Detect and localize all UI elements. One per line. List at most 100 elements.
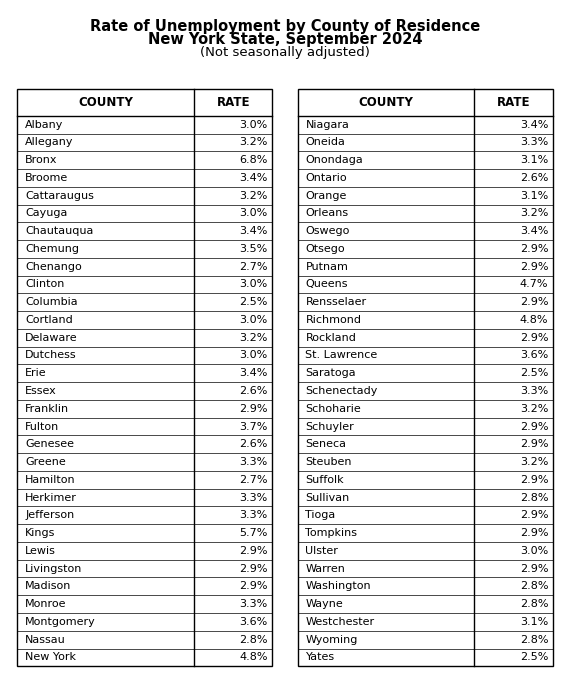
Text: Columbia: Columbia: [25, 297, 78, 307]
Text: 3.2%: 3.2%: [239, 190, 268, 201]
Text: Otsego: Otsego: [306, 244, 345, 254]
Text: 2.9%: 2.9%: [520, 421, 548, 431]
Text: 3.5%: 3.5%: [239, 244, 268, 254]
Text: 2.8%: 2.8%: [520, 581, 548, 592]
Text: 3.4%: 3.4%: [520, 226, 548, 236]
Bar: [17, 89, 272, 666]
Text: Rensselaer: Rensselaer: [306, 297, 367, 307]
Text: Monroe: Monroe: [25, 599, 67, 609]
Text: 3.3%: 3.3%: [520, 386, 548, 396]
Text: Sullivan: Sullivan: [306, 493, 350, 503]
Text: 3.0%: 3.0%: [239, 279, 268, 289]
Text: 3.3%: 3.3%: [239, 510, 268, 520]
Text: 2.9%: 2.9%: [239, 404, 268, 414]
Text: Kings: Kings: [25, 528, 55, 538]
Text: 3.0%: 3.0%: [239, 120, 268, 130]
Text: Broome: Broome: [25, 173, 68, 183]
Text: 4.8%: 4.8%: [239, 652, 268, 662]
Text: Steuben: Steuben: [306, 457, 352, 467]
Text: Rockland: Rockland: [306, 332, 356, 343]
Text: 3.4%: 3.4%: [520, 120, 548, 130]
Text: 6.8%: 6.8%: [239, 155, 268, 165]
Text: 2.9%: 2.9%: [520, 528, 548, 538]
Text: Chautauqua: Chautauqua: [25, 226, 93, 236]
Text: Delaware: Delaware: [25, 332, 78, 343]
Text: 3.0%: 3.0%: [239, 209, 268, 219]
Text: Herkimer: Herkimer: [25, 493, 77, 503]
Text: Oswego: Oswego: [306, 226, 350, 236]
Text: 3.6%: 3.6%: [520, 351, 548, 361]
Text: Putnam: Putnam: [306, 262, 348, 272]
Text: COUNTY: COUNTY: [78, 96, 133, 109]
Text: 3.4%: 3.4%: [239, 173, 268, 183]
Text: Schenectady: Schenectady: [306, 386, 378, 396]
Text: Bronx: Bronx: [25, 155, 58, 165]
Text: Suffolk: Suffolk: [306, 475, 344, 485]
Text: Schuyler: Schuyler: [306, 421, 354, 431]
Text: Cayuga: Cayuga: [25, 209, 67, 219]
Text: Washington: Washington: [306, 581, 371, 592]
Text: 2.9%: 2.9%: [520, 262, 548, 272]
Text: 2.9%: 2.9%: [520, 439, 548, 450]
Text: 2.6%: 2.6%: [239, 439, 268, 450]
Text: Tompkins: Tompkins: [306, 528, 357, 538]
Text: (Not seasonally adjusted): (Not seasonally adjusted): [200, 46, 370, 59]
Text: 2.9%: 2.9%: [520, 244, 548, 254]
Text: 2.9%: 2.9%: [239, 563, 268, 573]
Text: Tioga: Tioga: [306, 510, 336, 520]
Text: 3.3%: 3.3%: [239, 457, 268, 467]
Text: 2.9%: 2.9%: [520, 563, 548, 573]
Text: 2.9%: 2.9%: [239, 581, 268, 592]
Text: 5.7%: 5.7%: [239, 528, 268, 538]
Text: Niagara: Niagara: [306, 120, 349, 130]
Text: 2.5%: 2.5%: [239, 297, 268, 307]
Text: 2.5%: 2.5%: [520, 368, 548, 378]
Text: Seneca: Seneca: [306, 439, 347, 450]
Text: 3.7%: 3.7%: [239, 421, 268, 431]
Text: Westchester: Westchester: [306, 617, 374, 627]
Text: 2.8%: 2.8%: [520, 599, 548, 609]
Text: 3.3%: 3.3%: [520, 137, 548, 147]
Text: Orange: Orange: [306, 190, 347, 201]
Text: RATE: RATE: [217, 96, 250, 109]
Text: Wyoming: Wyoming: [306, 635, 358, 645]
Text: 3.0%: 3.0%: [239, 315, 268, 325]
Text: Fulton: Fulton: [25, 421, 59, 431]
Text: 2.9%: 2.9%: [520, 475, 548, 485]
Text: Jefferson: Jefferson: [25, 510, 74, 520]
Text: Montgomery: Montgomery: [25, 617, 96, 627]
Text: 3.6%: 3.6%: [239, 617, 268, 627]
Text: Queens: Queens: [306, 279, 348, 289]
Text: COUNTY: COUNTY: [359, 96, 413, 109]
Text: 3.4%: 3.4%: [239, 368, 268, 378]
Text: Albany: Albany: [25, 120, 63, 130]
Text: 3.1%: 3.1%: [520, 617, 548, 627]
Text: New York State, September 2024: New York State, September 2024: [148, 32, 422, 47]
Text: 2.5%: 2.5%: [520, 652, 548, 662]
Text: 3.1%: 3.1%: [520, 190, 548, 201]
Text: Cortland: Cortland: [25, 315, 73, 325]
Text: Erie: Erie: [25, 368, 47, 378]
Text: Yates: Yates: [306, 652, 335, 662]
Text: 3.2%: 3.2%: [239, 137, 268, 147]
Text: Wayne: Wayne: [306, 599, 343, 609]
Text: 3.3%: 3.3%: [239, 599, 268, 609]
Text: Chemung: Chemung: [25, 244, 79, 254]
Text: Onondaga: Onondaga: [306, 155, 363, 165]
Text: 3.0%: 3.0%: [520, 546, 548, 556]
Text: 3.0%: 3.0%: [239, 351, 268, 361]
Text: Clinton: Clinton: [25, 279, 64, 289]
Text: 3.2%: 3.2%: [520, 209, 548, 219]
Text: 2.9%: 2.9%: [520, 297, 548, 307]
Text: New York: New York: [25, 652, 76, 662]
Text: Orleans: Orleans: [306, 209, 349, 219]
Text: 3.4%: 3.4%: [239, 226, 268, 236]
Text: Richmond: Richmond: [306, 315, 361, 325]
Text: Greene: Greene: [25, 457, 66, 467]
Text: Franklin: Franklin: [25, 404, 69, 414]
Text: Schoharie: Schoharie: [306, 404, 361, 414]
Text: 2.6%: 2.6%: [239, 386, 268, 396]
Text: Ontario: Ontario: [306, 173, 347, 183]
Text: Cattaraugus: Cattaraugus: [25, 190, 94, 201]
Text: St. Lawrence: St. Lawrence: [306, 351, 378, 361]
